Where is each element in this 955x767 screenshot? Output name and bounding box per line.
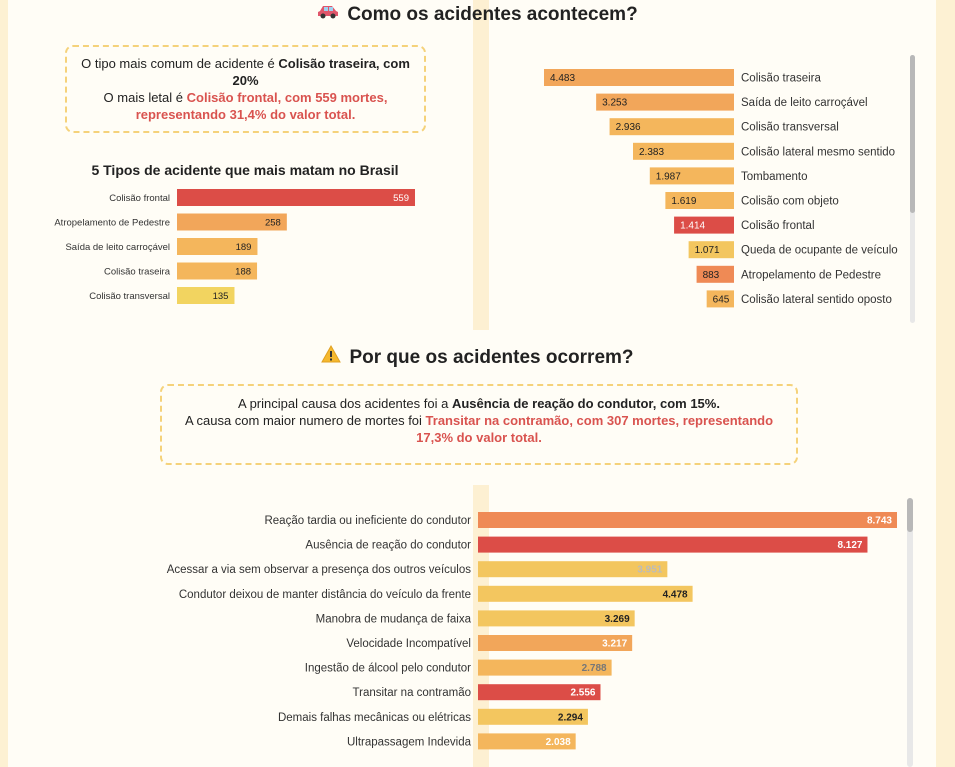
bar — [544, 69, 734, 86]
bar — [674, 216, 734, 234]
category-label: Tombamento — [741, 171, 807, 183]
category-label: Transitar na contramão — [353, 687, 471, 699]
category-label: Colisão transversal — [741, 122, 839, 134]
value-label: 2.383 — [639, 147, 664, 158]
section1-title-text: Como os acidentes acontecem? — [347, 4, 638, 25]
category-label: Colisão traseira — [741, 73, 821, 85]
chart3-scrollbar-thumb[interactable] — [907, 498, 913, 532]
section1-title: Como os acidentes acontecem? — [0, 4, 955, 26]
chart2-accident-types: 4.483 Colisão traseira 3.253 Saída de leito… — [544, 69, 898, 308]
value-label: 8.743 — [867, 516, 892, 527]
bar — [706, 290, 734, 308]
callout-bold: Colisão traseira, com 20% — [232, 56, 410, 88]
category-label: Colisão traseira — [104, 267, 171, 278]
bar — [478, 585, 693, 602]
category-label: Acessar a via sem observar a presença do… — [167, 564, 472, 576]
bar — [596, 93, 734, 111]
value-label: 189 — [236, 242, 252, 253]
chart3-scrollbar[interactable] — [907, 498, 913, 767]
section2-callout: A principal causa dos acidentes foi a Au… — [160, 384, 798, 465]
callout-bold: Ausência de reação do condutor, com 15%. — [451, 396, 720, 411]
bar — [478, 561, 668, 578]
value-label: 4.478 — [663, 589, 688, 600]
callout-text: O tipo mais comum de acidente é — [81, 56, 279, 71]
bar — [478, 635, 633, 651]
category-label: Saída de leito carroçável — [741, 97, 868, 109]
category-label: Colisão com objeto — [741, 196, 839, 208]
value-label: 883 — [703, 270, 720, 281]
value-label: 1.414 — [680, 221, 705, 232]
value-label: 188 — [235, 267, 251, 278]
category-label: Saída de leito carroçável — [65, 242, 170, 253]
bar — [478, 733, 576, 750]
value-label: 135 — [213, 291, 229, 302]
callout-text: O mais letal é — [103, 90, 187, 105]
callout-text: A causa com maior numero de mortes foi — [184, 413, 426, 428]
bar — [177, 262, 258, 280]
category-label: Colisão lateral mesmo sentido — [741, 146, 895, 158]
value-label: 2.294 — [558, 712, 583, 723]
chart3-accident-causes: Reação tardia ou ineficiente do condutor… — [167, 512, 897, 750]
category-label: Demais falhas mecânicas ou elétricas — [278, 712, 471, 724]
value-label: 559 — [393, 193, 409, 204]
callout-highlight: Colisão frontal, com 559 mortes, represe… — [135, 90, 388, 122]
value-label: 2.038 — [546, 737, 571, 748]
bar — [696, 265, 734, 283]
category-label: Colisão frontal — [741, 220, 815, 232]
bar — [609, 118, 734, 136]
car-icon — [317, 4, 339, 26]
section2-title-text: Por que os acidentes ocorrem? — [349, 347, 634, 368]
value-label: 3.951 — [637, 565, 662, 576]
category-label: Ausência de reação do condutor — [305, 540, 471, 552]
value-label: 2.936 — [616, 122, 641, 133]
category-label: Manobra de mudança de faixa — [316, 613, 472, 625]
category-label: Atropelamento de Pedestre — [54, 218, 170, 229]
category-label: Queda de ocupante de veículo — [741, 245, 898, 257]
value-label: 3.253 — [602, 98, 627, 109]
category-label: Atropelamento de Pedestre — [741, 269, 881, 281]
category-label: Colisão transversal — [89, 291, 170, 302]
bar — [478, 684, 601, 701]
bar — [177, 189, 415, 206]
bar — [478, 610, 635, 627]
category-label: Colisão lateral sentido oposto — [741, 294, 892, 306]
value-label: 2.556 — [570, 688, 595, 699]
value-label: 2.788 — [582, 663, 607, 674]
bar — [478, 536, 868, 553]
value-label: 645 — [713, 294, 730, 305]
bar — [633, 142, 734, 160]
category-label: Colisão frontal — [109, 193, 170, 204]
value-label: 258 — [265, 218, 281, 229]
chart2-scrollbar-thumb[interactable] — [910, 55, 915, 213]
value-label: 8.127 — [837, 540, 862, 551]
value-label: 4.483 — [550, 73, 575, 84]
value-label: 3.269 — [605, 614, 630, 625]
chart1-title: 5 Tipos de acidente que mais matam no Br… — [91, 162, 399, 178]
category-label: Reação tardia ou ineficiente do condutor — [264, 515, 471, 527]
bar — [177, 287, 235, 304]
category-label: Ultrapassagem Indevida — [347, 736, 472, 748]
section1-callout: O tipo mais comum de acidente é Colisão … — [65, 45, 426, 133]
bar — [665, 192, 734, 209]
bar — [478, 659, 612, 676]
background-stripe — [473, 0, 489, 330]
callout-text: A principal causa dos acidentes foi a — [238, 396, 452, 411]
chart1-deadliest-types: Colisão frontal 559 Atropelamento de Pedes… — [54, 189, 415, 304]
category-label: Condutor deixou de manter distância do v… — [179, 589, 471, 601]
value-label: 3.217 — [602, 639, 627, 650]
bar — [177, 213, 287, 231]
bar — [688, 241, 734, 259]
section2-title: Por que os acidentes ocorrem? — [0, 344, 955, 369]
value-label: 1.619 — [671, 196, 696, 207]
callout-highlight: Transitar na contramão, com 307 mortes, … — [416, 413, 774, 445]
bar — [478, 512, 897, 528]
warning-icon — [321, 344, 342, 369]
bar — [649, 167, 734, 185]
category-label: Velocidade Incompatível — [346, 638, 471, 650]
value-label: 1.987 — [656, 171, 681, 182]
bar — [177, 238, 258, 255]
bar — [478, 708, 588, 725]
category-label: Ingestão de álcool pelo condutor — [305, 663, 471, 675]
value-label: 1.071 — [695, 245, 720, 256]
